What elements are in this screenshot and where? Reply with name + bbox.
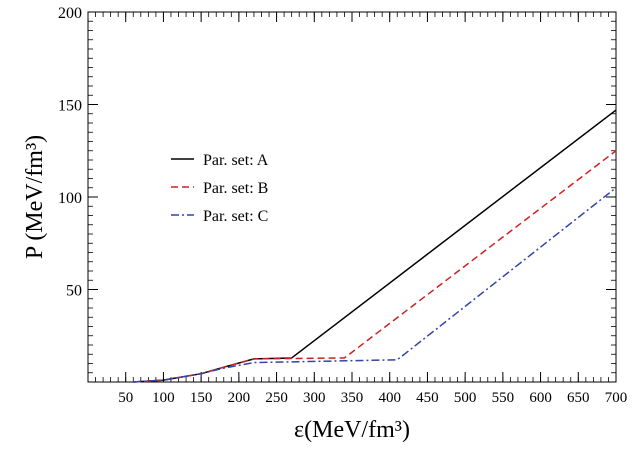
y-tick-label: 150 — [58, 98, 82, 115]
x-tick-label: 450 — [416, 390, 439, 406]
legend: Par. set: A Par. set: B Par. set: C — [171, 152, 269, 225]
x-tick-label: 300 — [303, 390, 326, 406]
x-tick-label: 200 — [228, 390, 251, 406]
legend-label-c: Par. set: C — [203, 208, 268, 225]
plot-frame — [87, 11, 617, 383]
x-tick-labels: 50 100 150 200 250 300 350 400 450 500 550 600 650 70… — [118, 390, 627, 406]
legend-label-a: Par. set: A — [203, 152, 269, 169]
x-tick-label: 600 — [529, 390, 552, 406]
y-tick-label: 100 — [58, 190, 82, 207]
major-ticks — [88, 11, 617, 382]
series-lines — [133, 109, 617, 383]
y-tick-label: 200 — [58, 5, 82, 22]
x-tick-label: 100 — [152, 390, 175, 406]
y-tick-labels: 50 100 150 200 — [58, 5, 82, 300]
series-line-a — [133, 109, 617, 383]
series-line-c — [133, 187, 617, 383]
x-tick-label: 250 — [265, 390, 288, 406]
legend-label-b: Par. set: B — [203, 180, 268, 197]
x-axis-label: ε(MeV/fm³) — [294, 417, 410, 443]
x-tick-label: 700 — [605, 390, 628, 406]
x-tick-label: 150 — [190, 390, 213, 406]
series-line-b — [133, 150, 617, 383]
x-tick-label: 50 — [118, 390, 133, 406]
x-tick-label: 650 — [567, 390, 590, 406]
x-tick-label: 500 — [454, 390, 477, 406]
minor-ticks — [87, 11, 617, 383]
y-axis-label: P (MeV/fm³) — [22, 135, 48, 259]
x-tick-label: 550 — [492, 390, 515, 406]
x-tick-label: 400 — [378, 390, 401, 406]
y-tick-label: 50 — [66, 283, 82, 300]
x-tick-label: 350 — [341, 390, 364, 406]
